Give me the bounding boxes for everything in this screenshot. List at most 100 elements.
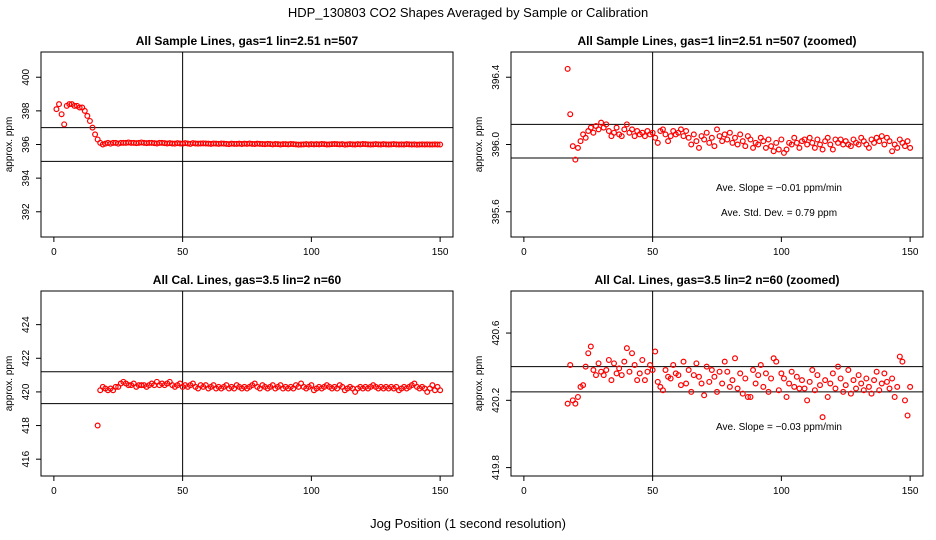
data-point: [742, 375, 749, 382]
y-tick-label: 420.6: [491, 320, 502, 345]
data-point: [786, 380, 793, 387]
data-point: [623, 121, 630, 128]
data-point: [662, 367, 669, 374]
data-point: [907, 383, 914, 390]
data-point: [53, 106, 60, 113]
x-tick-label: 150: [902, 486, 919, 497]
data-point: [850, 377, 857, 384]
data-point: [582, 363, 589, 370]
data-point: [752, 380, 759, 387]
data-point: [711, 373, 718, 380]
x-tick-label: 100: [773, 486, 790, 497]
data-point: [724, 136, 731, 143]
data-point: [896, 353, 903, 360]
x-tick-label: 0: [51, 247, 57, 258]
data-point: [809, 139, 816, 146]
data-point: [703, 129, 710, 136]
y-tick-label: 420: [21, 383, 32, 400]
data-point: [688, 388, 695, 395]
data-point: [742, 143, 749, 150]
y-axis-label: approx. ppm: [474, 117, 485, 173]
data-point: [652, 134, 659, 141]
data-point: [796, 385, 803, 392]
data-point: [801, 385, 808, 392]
y-tick-label: 416: [21, 450, 32, 467]
data-point: [647, 362, 654, 369]
x-tick-label: 150: [432, 486, 449, 497]
data-point: [683, 380, 690, 387]
data-point: [806, 378, 813, 385]
data-point: [693, 138, 700, 145]
data-point: [721, 358, 728, 365]
data-point: [667, 133, 674, 140]
data-point: [845, 367, 852, 374]
data-point: [429, 382, 436, 389]
y-tick-label: 418: [21, 417, 32, 434]
data-point: [690, 131, 697, 138]
data-point: [847, 143, 854, 150]
data-point: [778, 136, 785, 143]
data-point: [567, 111, 574, 118]
data-point: [855, 372, 862, 379]
data-point: [889, 375, 896, 382]
data-point: [770, 148, 777, 155]
data-point: [762, 370, 769, 377]
data-point: [437, 387, 444, 394]
data-point: [783, 146, 790, 153]
data-point: [724, 368, 731, 375]
data-point: [84, 112, 91, 119]
chart-panel-1: All Sample Lines, gas=1 lin=2.51 n=507 ap…: [4, 34, 454, 258]
data-point: [56, 101, 63, 108]
y-tick-label: 424: [21, 316, 32, 333]
data-point: [662, 131, 669, 138]
data-point: [649, 129, 656, 136]
data-point: [871, 139, 878, 146]
y-tick-label: 398: [21, 102, 32, 119]
data-point: [595, 360, 602, 367]
data-point: [876, 387, 883, 394]
data-point: [732, 355, 739, 362]
x-tick-label: 100: [773, 247, 790, 258]
data-point: [608, 377, 615, 384]
data-point: [616, 365, 623, 372]
data-point: [572, 400, 579, 407]
data-point: [886, 385, 893, 392]
data-point: [621, 358, 628, 365]
plot-frame: [40, 290, 454, 477]
data-point: [904, 138, 911, 145]
data-point: [636, 370, 643, 377]
data-point: [592, 372, 599, 379]
data-point: [832, 385, 839, 392]
data-point: [572, 156, 579, 163]
data-point: [894, 383, 901, 390]
data-point: [750, 367, 757, 374]
data-point: [737, 131, 744, 138]
data-point: [94, 422, 101, 429]
data-point: [605, 128, 612, 135]
data-point: [837, 136, 844, 143]
data-point: [891, 393, 898, 400]
data-point: [706, 378, 713, 385]
data-point: [683, 128, 690, 135]
data-point: [827, 141, 834, 148]
data-point: [768, 143, 775, 150]
data-point: [729, 139, 736, 146]
data-point: [788, 368, 795, 375]
data-point: [819, 146, 826, 153]
data-point: [698, 380, 705, 387]
chart-panel-2: All Sample Lines, gas=1 lin=2.51 n=507 (…: [474, 34, 924, 258]
data-point: [610, 360, 617, 367]
data-point: [574, 393, 581, 400]
data-point: [654, 139, 661, 146]
data-point: [726, 129, 733, 136]
data-point: [603, 367, 610, 374]
data-point: [688, 141, 695, 148]
data-point: [703, 363, 710, 370]
x-tick-label: 100: [303, 247, 320, 258]
x-tick-label: 50: [647, 486, 659, 497]
data-point: [737, 370, 744, 377]
data-point: [61, 121, 68, 128]
data-point: [71, 102, 78, 109]
data-point: [739, 390, 746, 397]
data-point: [865, 383, 872, 390]
